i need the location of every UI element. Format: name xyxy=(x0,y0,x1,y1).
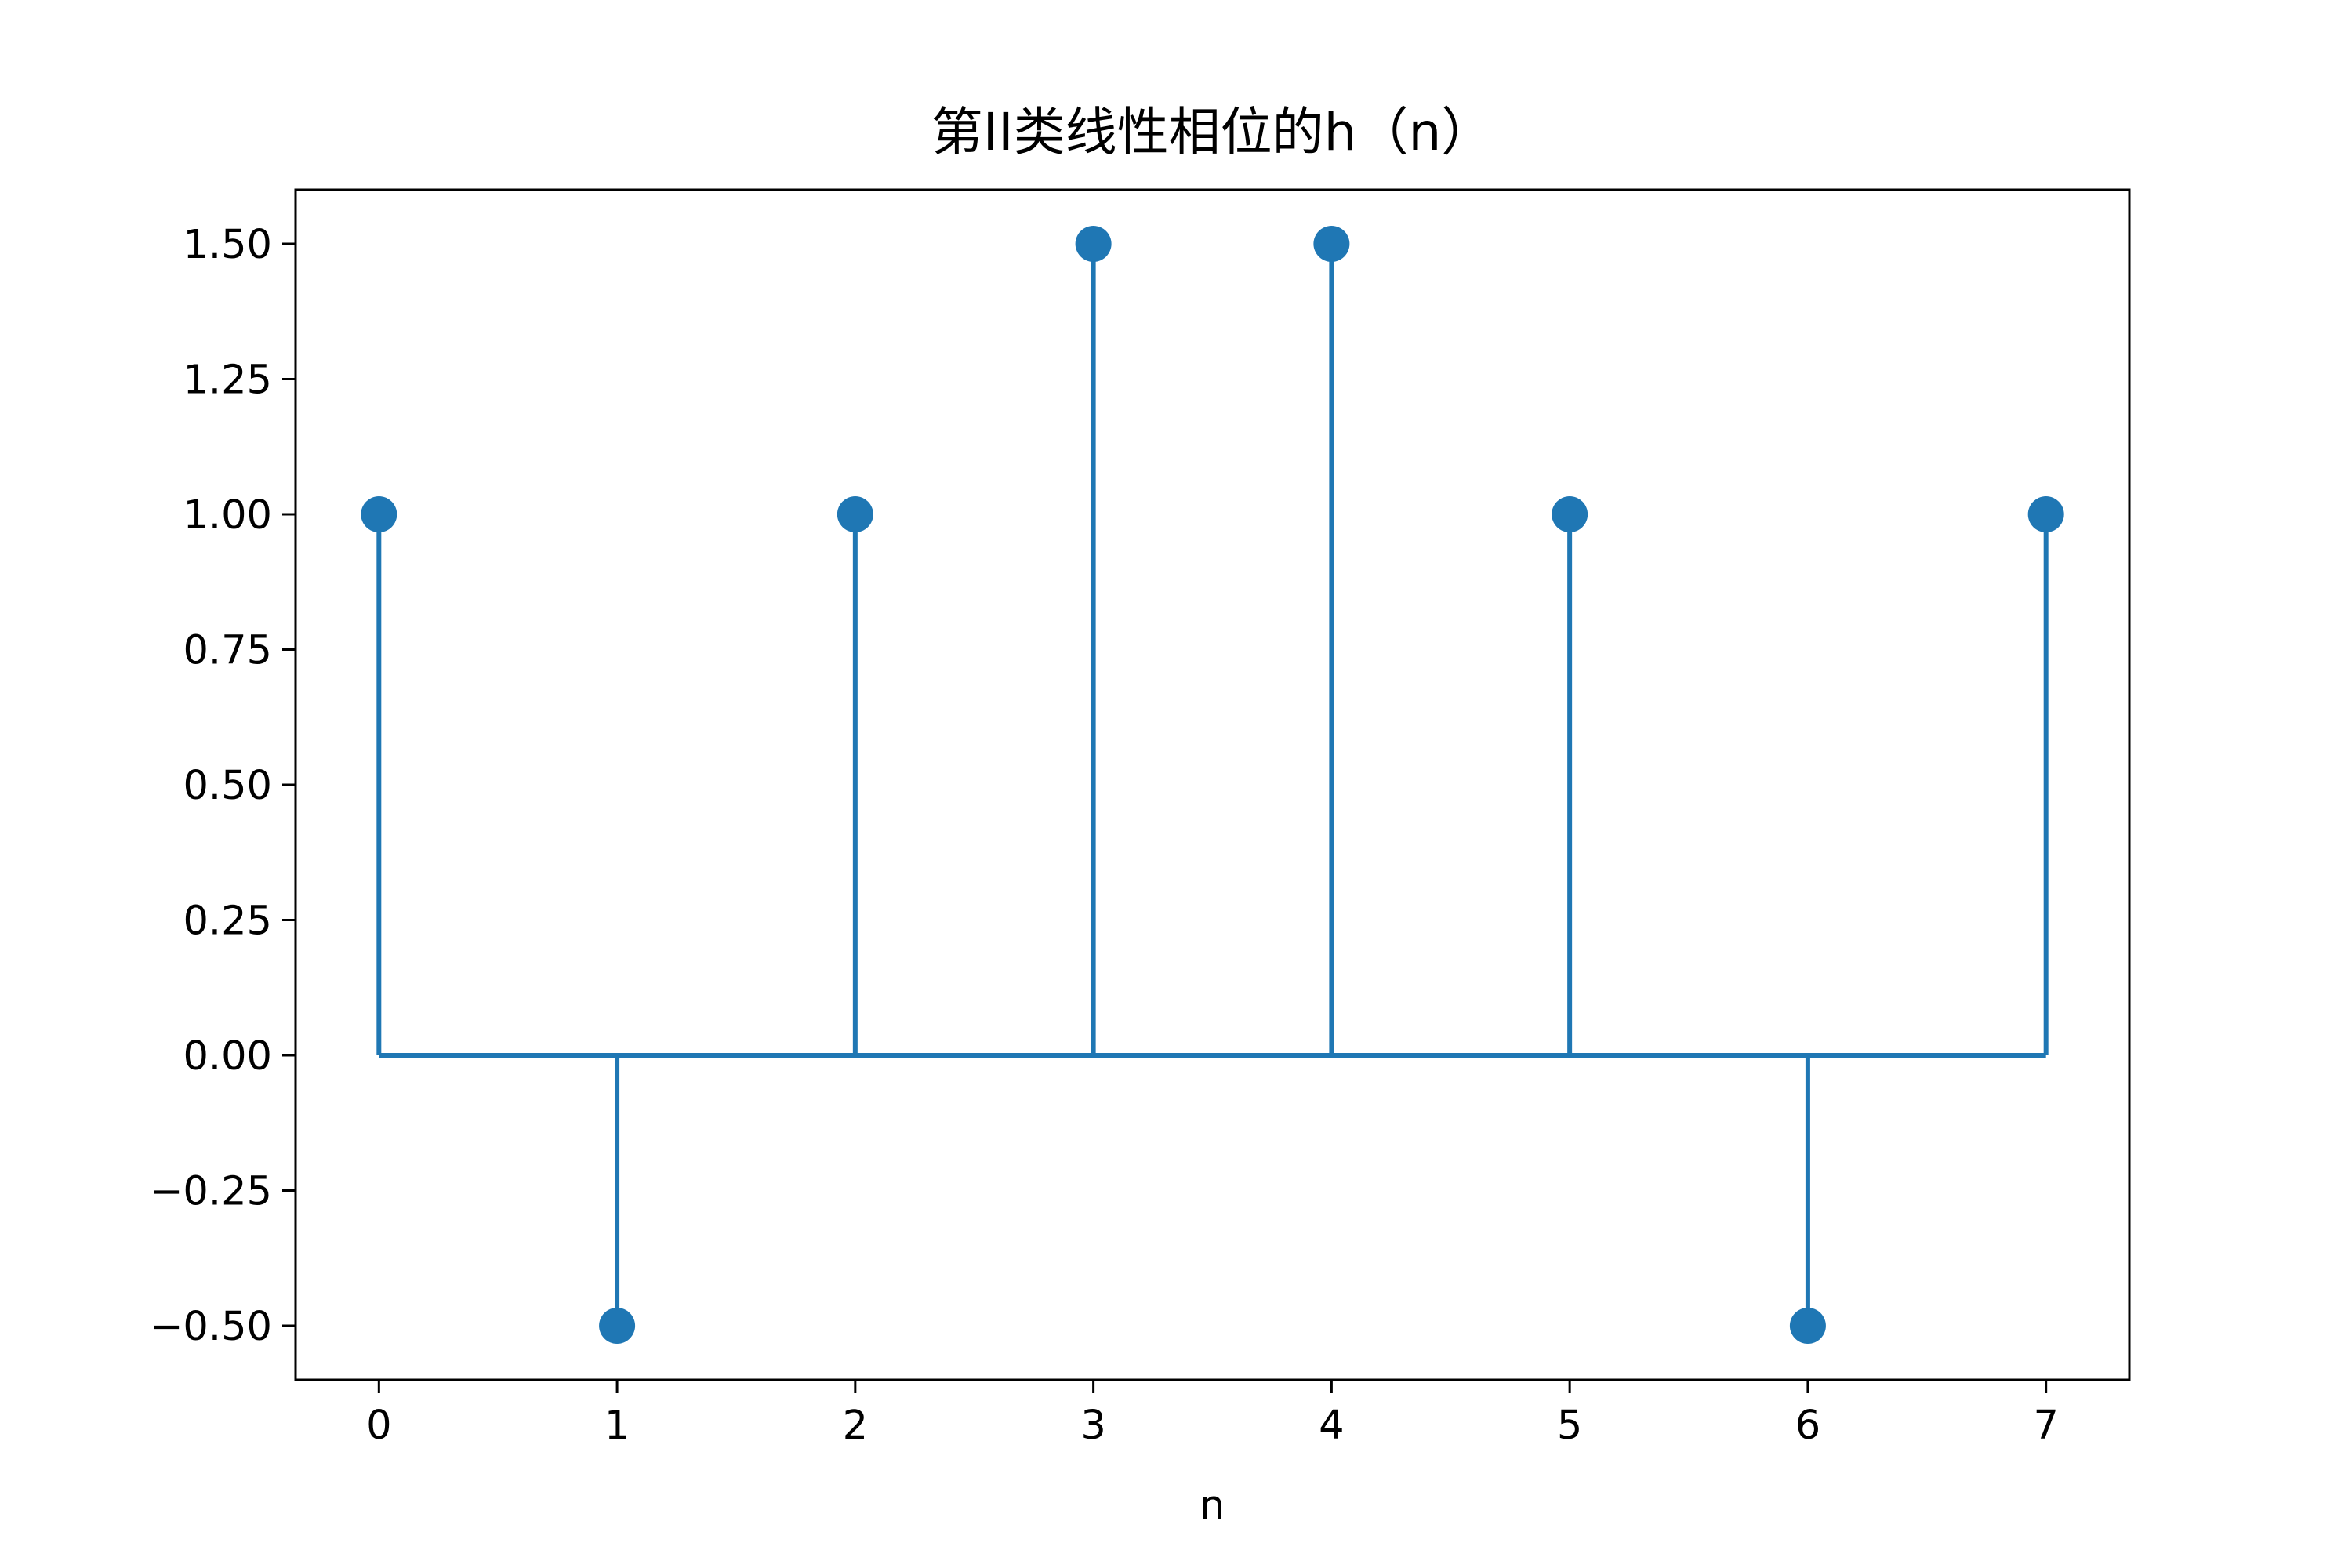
axes-frame xyxy=(294,188,2131,1381)
stem-marker-3 xyxy=(1075,226,1112,262)
x-tick-label: 2 xyxy=(843,1403,868,1449)
y-tick-label: 0.25 xyxy=(183,898,272,945)
stem-marker-0 xyxy=(361,496,397,532)
y-tick-label: 1.50 xyxy=(183,222,272,268)
y-tick-label: 0.50 xyxy=(183,763,272,809)
x-tick-label: 6 xyxy=(1795,1403,1820,1449)
chart-title: 第II类线性相位的h（n） xyxy=(931,102,1494,162)
y-tick-label: −0.25 xyxy=(150,1169,272,1215)
y-tick-label: 0.75 xyxy=(183,628,272,674)
x-tick-label: 7 xyxy=(2033,1403,2058,1449)
stem-marker-2 xyxy=(837,496,873,532)
y-tick-label: 0.00 xyxy=(183,1033,272,1080)
y-tick-label: 1.00 xyxy=(183,492,272,539)
x-axis: 0 1 2 3 4 5 6 7 xyxy=(366,1380,2059,1449)
y-axis: −0.50 −0.25 0.00 0.25 0.50 0.75 1.00 1.25 1.50 xyxy=(150,222,296,1350)
x-tick-label: 4 xyxy=(1319,1403,1344,1449)
stem-marker-1 xyxy=(599,1308,636,1344)
stem-marker-7 xyxy=(2027,496,2064,532)
stem-marker-5 xyxy=(1552,496,1588,532)
x-tick-label: 5 xyxy=(1557,1403,1582,1449)
stem-marker-4 xyxy=(1313,226,1350,262)
x-axis-label: n xyxy=(1200,1483,1225,1529)
stem-marker-6 xyxy=(1789,1308,1826,1344)
x-tick-label: 0 xyxy=(366,1403,391,1449)
y-tick-label: 1.25 xyxy=(183,358,272,404)
plot-area xyxy=(361,226,2064,1344)
x-tick-label: 3 xyxy=(1080,1403,1105,1449)
x-tick-label: 1 xyxy=(604,1403,630,1449)
y-tick-label: −0.50 xyxy=(150,1304,272,1350)
